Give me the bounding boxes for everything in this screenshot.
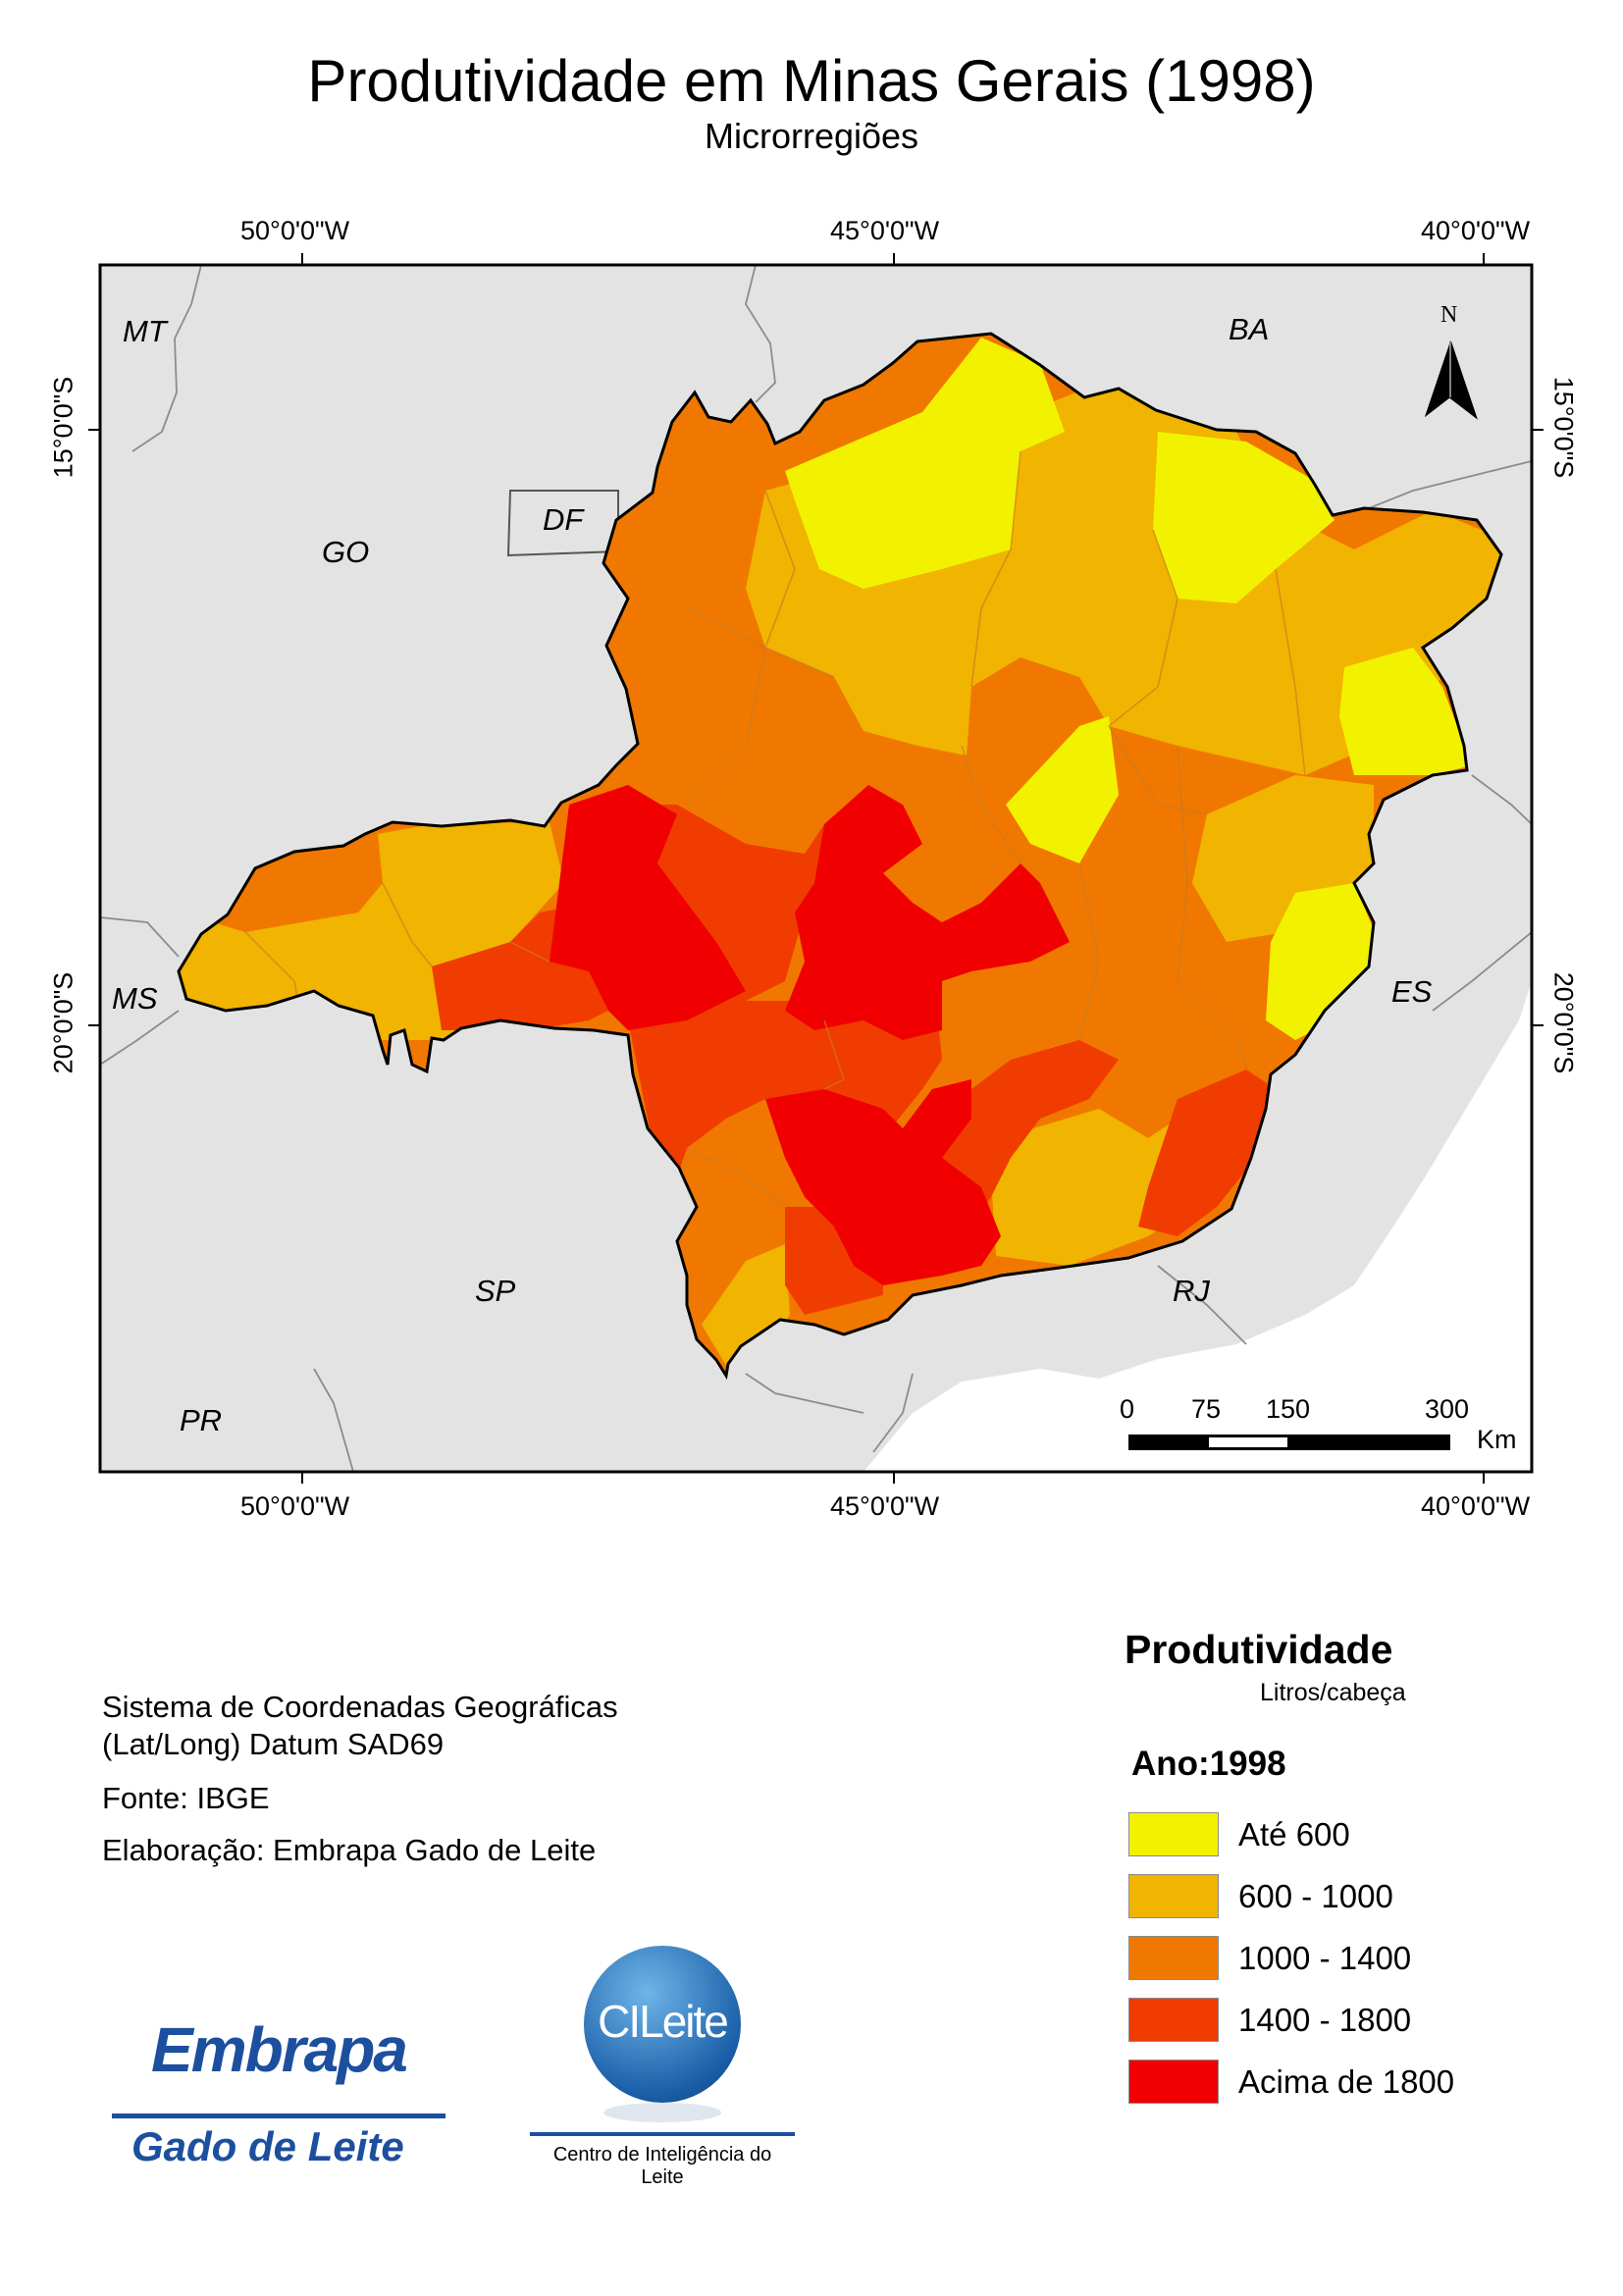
legend-label: 600 - 1000	[1238, 1878, 1393, 1914]
state-label-ms: MS	[112, 981, 158, 1016]
lon-label-top: 50°0'0"W	[240, 216, 350, 245]
state-label-ba: BA	[1229, 312, 1270, 346]
lon-label-bottom: 50°0'0"W	[240, 1491, 350, 1521]
scalebar-tick: 150	[1266, 1394, 1311, 1424]
embrapa-logo: Embrapa Gado de Leite	[110, 2013, 453, 2180]
state-label-pr: PR	[180, 1403, 223, 1437]
crs-line-2: (Lat/Long) Datum SAD69	[102, 1727, 445, 1761]
legend-label: 1000 - 1400	[1238, 1940, 1412, 1976]
legend-swatch	[1128, 1874, 1219, 1918]
cileite-logo: CILeite Centro de Inteligência do Leite	[530, 1938, 814, 2188]
state-label-sp: SP	[475, 1274, 516, 1308]
scalebar-tick: 300	[1425, 1394, 1470, 1424]
state-label-mt: MT	[123, 314, 167, 348]
legend-title: Produtividade	[1125, 1627, 1393, 1672]
neighbor-borders	[100, 265, 1532, 1472]
north-label: N	[1440, 302, 1458, 328]
legend-label: Até 600	[1238, 1816, 1350, 1852]
cileite-logo-circle	[584, 1946, 741, 2103]
scale-bar	[1128, 1435, 1450, 1450]
state-label-df: DF	[543, 502, 584, 537]
lon-label-bottom: 40°0'0"W	[1421, 1491, 1531, 1521]
legend-label: 1400 - 1800	[1238, 2002, 1412, 2038]
embrapa-logo-sub: Gado de Leite	[131, 2123, 404, 2169]
state-label-rj: RJ	[1173, 1274, 1210, 1308]
author-text: Elaboração: Embrapa Gado de Leite	[102, 1833, 597, 1867]
legend-swatch	[1128, 1936, 1219, 1980]
lat-label-left: 15°0'0"S	[48, 376, 79, 479]
legend-year: Ano:1998	[1131, 1745, 1286, 1783]
graticule-ticks	[88, 253, 1544, 1484]
state-label-go: GO	[322, 535, 370, 569]
legend-label: Acima de 1800	[1238, 2063, 1455, 2100]
lat-label-left: 20°0'0"S	[48, 971, 79, 1074]
scalebar-tick: 0	[1120, 1394, 1135, 1424]
legend-unit: Litros/cabeça	[1260, 1679, 1406, 1706]
legend-swatch	[1128, 1812, 1219, 1856]
north-arrow-icon	[1425, 340, 1479, 420]
map-frame	[88, 253, 1544, 1484]
scalebar-unit: Km	[1477, 1425, 1517, 1454]
embrapa-logo-word: Embrapa	[151, 2014, 408, 2085]
state-label-es: ES	[1391, 974, 1433, 1009]
map-title: Produtividade em Minas Gerais (1998)	[307, 48, 1316, 114]
lon-label-top: 40°0'0"W	[1421, 216, 1531, 245]
legend-swatch	[1128, 2060, 1219, 2104]
cileite-logo-word: CILeite	[598, 1996, 729, 2047]
lon-label-bottom: 45°0'0"W	[830, 1491, 940, 1521]
scalebar-tick: 75	[1191, 1394, 1222, 1424]
source-text: Fonte: IBGE	[102, 1781, 270, 1815]
cileite-logo-sub: Centro de Inteligência do Leite	[552, 2144, 772, 2188]
lat-label-right: 15°0'0"S	[1548, 376, 1579, 479]
lon-label-top: 45°0'0"W	[830, 216, 940, 245]
crs-line-1: Sistema de Coordenadas Geográficas	[102, 1690, 618, 1724]
minas-gerais-outline	[177, 332, 1503, 1381]
map-subtitle: Microrregiões	[704, 116, 919, 156]
lat-label-right: 20°0'0"S	[1548, 971, 1579, 1074]
legend-swatch	[1128, 1998, 1219, 2042]
